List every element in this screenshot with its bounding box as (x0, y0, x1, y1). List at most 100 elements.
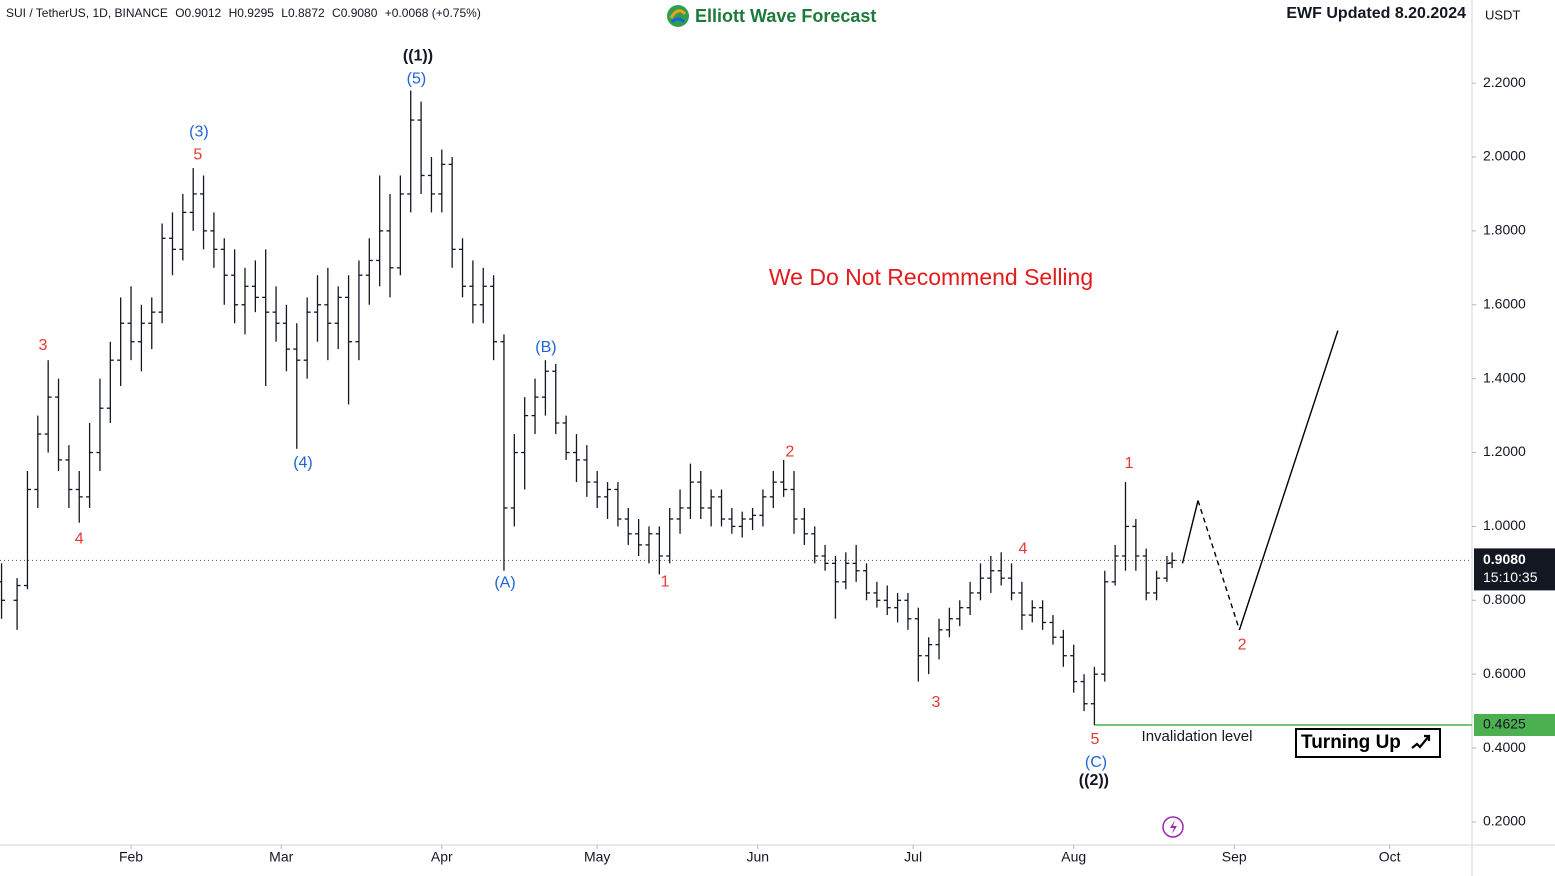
outlook-frame (1295, 728, 1441, 758)
ohlc-bar (448, 157, 456, 268)
ohlc-bar (925, 637, 933, 675)
updated: EWF Updated 8.20.2024 (1286, 5, 1466, 22)
ohlc-bar (956, 600, 964, 627)
logo-swoosh (669, 9, 687, 19)
ohlc-bar (407, 90, 415, 213)
ohlc-bar (0, 563, 6, 619)
ohlc-bar (604, 482, 612, 520)
wave-label: 1 (1125, 455, 1134, 472)
ohlc-bar (220, 238, 228, 305)
ohlc-bar (914, 607, 922, 682)
wave-label: ((2)) (1079, 772, 1109, 789)
ohlc-bar (541, 360, 549, 416)
ohlc-bar (417, 101, 425, 194)
ohlc-bar (65, 445, 73, 508)
logo-icon (667, 5, 689, 27)
y-tick-label: 0.8000 (1483, 591, 1526, 607)
ohlc-bar (738, 511, 746, 538)
ohlc-bar (997, 552, 1005, 586)
ohlc-bar (749, 507, 757, 531)
ohlc-bar (324, 267, 332, 361)
invalidation-text: Invalidation level (1142, 728, 1253, 745)
ohlc-bar (531, 378, 539, 435)
close: C0.9080 (332, 6, 378, 20)
outlook: Turning Up (1301, 732, 1401, 753)
ohlc-bar (572, 434, 580, 483)
ohlc-bar (137, 304, 145, 372)
wave-label: 5 (1090, 731, 1099, 748)
ohlc-bar (490, 275, 498, 361)
wave-label: 4 (1018, 541, 1027, 558)
ohlc-bar (904, 592, 912, 630)
ohlc-bar (655, 526, 663, 575)
wave-label: (3) (189, 123, 209, 140)
y-tick-label: 0.4000 (1483, 739, 1526, 755)
x-tick-label: Oct (1379, 849, 1401, 865)
projection-segment (1181, 500, 1199, 564)
open: O0.9012 (175, 6, 221, 20)
ohlc-bar (127, 286, 135, 361)
ohlc-bar (852, 544, 860, 582)
ohlc-bar (386, 193, 394, 298)
ohlc-bar (800, 507, 808, 545)
y-tick-label: 1.0000 (1483, 517, 1526, 533)
ohlc-bar (189, 168, 197, 231)
ohlc-bar (459, 238, 467, 298)
ohlc-bar (251, 260, 259, 313)
ohlc-bar (365, 238, 373, 305)
ohlc-bar (479, 267, 487, 324)
ohlc-bar (821, 544, 829, 571)
ohlc-bar (759, 489, 767, 527)
ohlc-bar (717, 489, 725, 527)
ohlc-bar (158, 223, 166, 324)
ohlc-bar (314, 275, 322, 342)
wave-label: (C) (1085, 754, 1107, 771)
ohlc-bar (179, 193, 187, 261)
brand: Elliott Wave Forecast (695, 6, 876, 26)
wave-label: 2 (785, 443, 794, 460)
x-tick-label: Jul (904, 849, 922, 865)
ohlc-bar (1070, 644, 1078, 693)
watermark-icon (1162, 816, 1184, 838)
ohlc-bar (769, 471, 777, 508)
x-tick-label: Apr (431, 849, 453, 865)
ohlc-bar (345, 275, 353, 405)
ohlc-bar (34, 415, 42, 508)
ohlc-bar (231, 249, 239, 324)
ohlc-bar (883, 585, 891, 616)
y-tick-label: 0.6000 (1483, 665, 1526, 681)
ohlc-bar (1101, 570, 1109, 682)
wave-label: (A) (494, 575, 515, 592)
ohlc-bar (1018, 581, 1026, 630)
ohlc-bar (521, 397, 529, 490)
ohlc-bar (106, 341, 114, 423)
ohlc-bar (831, 555, 839, 619)
watermark-bolt (1170, 820, 1177, 834)
ohlc-bar (666, 507, 674, 564)
outlook-arrow (1411, 734, 1431, 749)
ohlc-bar (272, 286, 280, 342)
note: We Do Not Recommend Selling (769, 264, 1093, 290)
ohlc-bar (976, 563, 984, 601)
ohlc-bar (1121, 482, 1129, 571)
symbol: SUI / TetherUS, 1D, BINANCE (6, 6, 168, 20)
ohlc-bar (96, 378, 104, 472)
ohlc-bar (23, 471, 31, 590)
change: +0.0068 (+0.75%) (385, 6, 481, 20)
ohlc-bar (935, 618, 943, 660)
ohlc-bar (1132, 519, 1140, 571)
x-tick-label: Mar (269, 849, 293, 865)
ohlc-bar (562, 415, 570, 460)
ohlc-bar (790, 471, 798, 534)
ohlc-bar (262, 249, 270, 387)
logo-swoosh (670, 17, 686, 24)
logo: Elliott Wave Forecast (667, 5, 876, 27)
wave-label: 2 (1238, 637, 1247, 654)
ohlc-bar (945, 607, 953, 638)
ohlc-bar (1153, 570, 1161, 601)
ohlc-bar (583, 445, 591, 497)
invalidation-label: 0.4625 (1483, 716, 1526, 732)
wave-label: 3 (39, 337, 48, 354)
